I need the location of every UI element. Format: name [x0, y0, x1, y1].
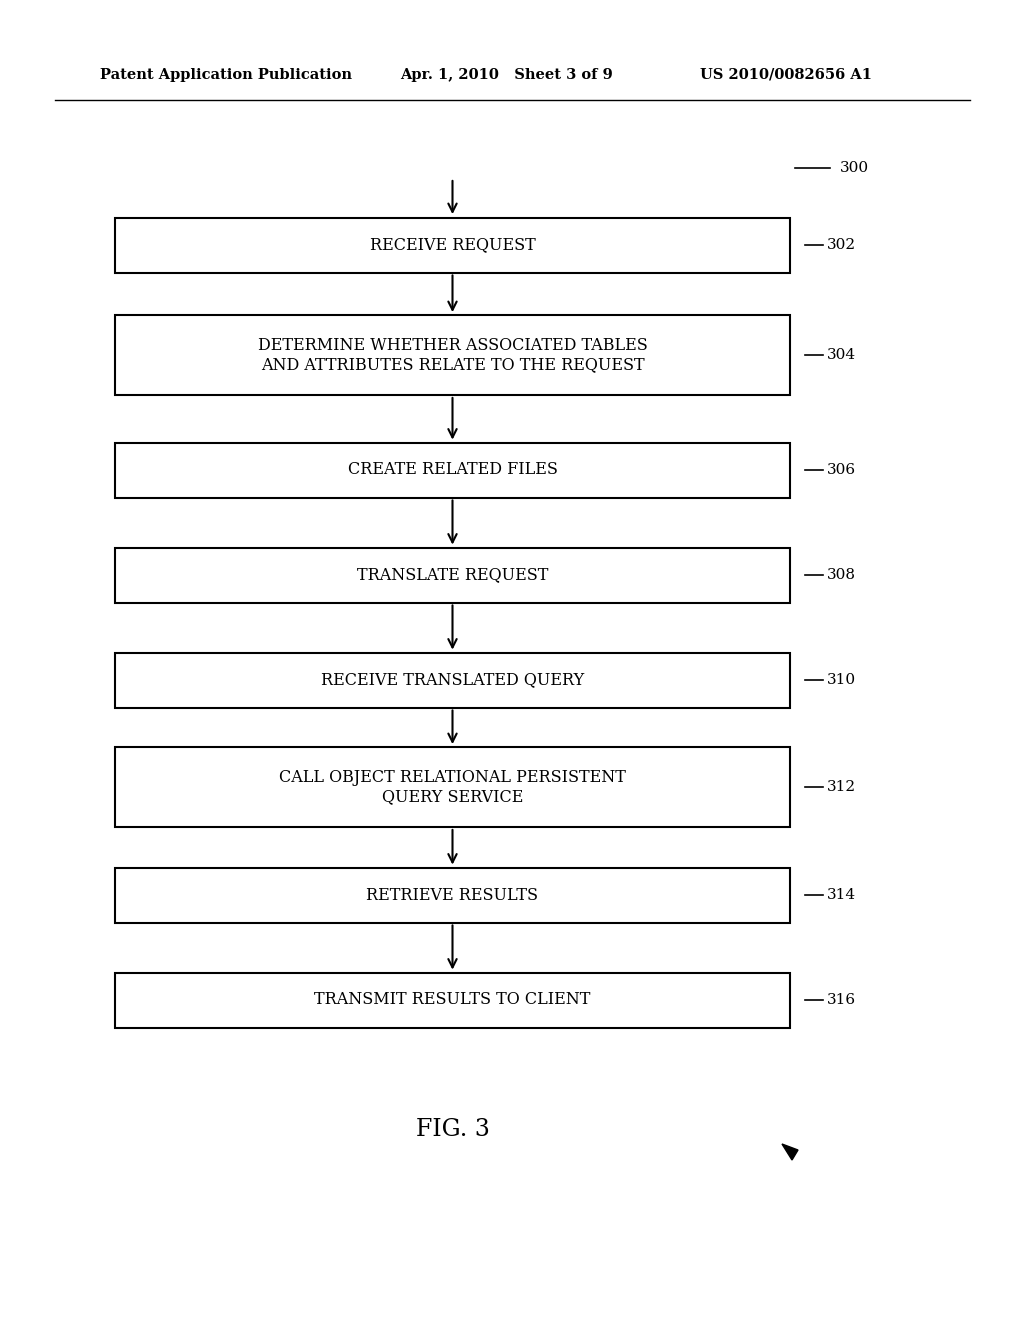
Text: FIG. 3: FIG. 3: [416, 1118, 489, 1142]
Text: 308: 308: [827, 568, 856, 582]
Text: TRANSLATE REQUEST: TRANSLATE REQUEST: [356, 566, 548, 583]
Bar: [115, 867, 790, 923]
Text: 316: 316: [827, 993, 856, 1007]
Text: Patent Application Publication: Patent Application Publication: [100, 69, 352, 82]
Text: 310: 310: [827, 673, 856, 686]
Text: US 2010/0082656 A1: US 2010/0082656 A1: [700, 69, 872, 82]
Text: 306: 306: [827, 463, 856, 477]
Text: 304: 304: [827, 348, 856, 362]
Text: RETRIEVE RESULTS: RETRIEVE RESULTS: [367, 887, 539, 903]
Bar: [115, 548, 790, 602]
Text: Apr. 1, 2010   Sheet 3 of 9: Apr. 1, 2010 Sheet 3 of 9: [400, 69, 612, 82]
Bar: [115, 747, 790, 828]
Bar: [115, 652, 790, 708]
Text: 300: 300: [840, 161, 869, 176]
Bar: [115, 442, 790, 498]
Text: DETERMINE WHETHER ASSOCIATED TABLES
AND ATTRIBUTES RELATE TO THE REQUEST: DETERMINE WHETHER ASSOCIATED TABLES AND …: [258, 337, 647, 374]
Polygon shape: [782, 1144, 798, 1160]
Bar: [115, 315, 790, 395]
Text: CREATE RELATED FILES: CREATE RELATED FILES: [347, 462, 557, 479]
Text: 302: 302: [827, 238, 856, 252]
Text: 314: 314: [827, 888, 856, 902]
Text: TRANSMIT RESULTS TO CLIENT: TRANSMIT RESULTS TO CLIENT: [314, 991, 591, 1008]
Bar: [115, 973, 790, 1027]
Text: RECEIVE TRANSLATED QUERY: RECEIVE TRANSLATED QUERY: [321, 672, 584, 689]
Bar: [115, 218, 790, 272]
Text: CALL OBJECT RELATIONAL PERSISTENT
QUERY SERVICE: CALL OBJECT RELATIONAL PERSISTENT QUERY …: [280, 768, 626, 805]
Text: RECEIVE REQUEST: RECEIVE REQUEST: [370, 236, 536, 253]
Text: 312: 312: [827, 780, 856, 795]
